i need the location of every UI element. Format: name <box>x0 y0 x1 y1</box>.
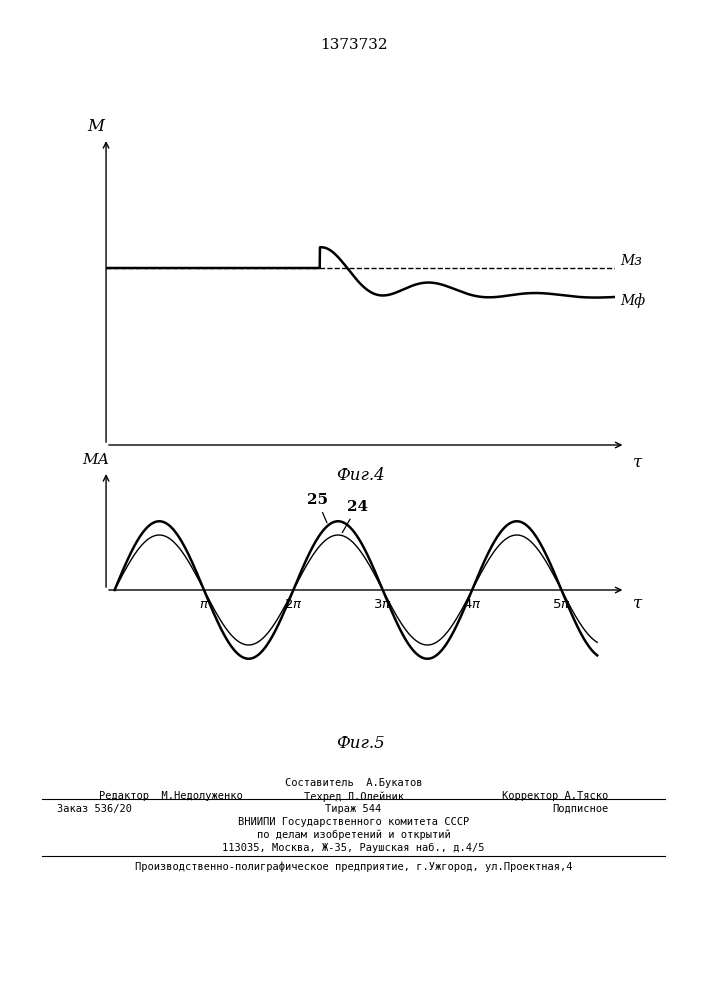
Text: 25: 25 <box>307 493 328 523</box>
Text: $3\pi$: $3\pi$ <box>373 598 392 611</box>
Text: ВНИИПИ Государственного комитета СССР: ВНИИПИ Государственного комитета СССР <box>238 817 469 827</box>
Text: τ: τ <box>633 594 642 611</box>
Text: по делам изобретений и открытий: по делам изобретений и открытий <box>257 830 450 840</box>
Text: Mз: Mз <box>620 254 642 268</box>
Text: 24: 24 <box>342 500 368 533</box>
Text: Тираж 544: Тираж 544 <box>325 804 382 814</box>
Text: $2\pi$: $2\pi$ <box>284 598 303 611</box>
Text: Составитель  А.Букатов: Составитель А.Букатов <box>285 778 422 788</box>
Text: Подписное: Подписное <box>551 804 608 814</box>
Text: Корректор А.Тяско: Корректор А.Тяско <box>502 791 608 801</box>
Text: $4\pi$: $4\pi$ <box>463 598 481 611</box>
Text: Фиг.4: Фиг.4 <box>337 467 385 484</box>
Text: M: M <box>88 118 105 135</box>
Text: MА: MА <box>82 453 110 467</box>
Text: Фиг.5: Фиг.5 <box>337 735 385 752</box>
Text: 1373732: 1373732 <box>320 38 387 52</box>
Text: Заказ 536/20: Заказ 536/20 <box>57 804 132 814</box>
Text: $5\pi$: $5\pi$ <box>552 598 571 611</box>
Text: Mф: Mф <box>620 293 645 308</box>
Text: $\pi$: $\pi$ <box>199 598 209 611</box>
Text: Производственно-полиграфическое предприятие, г.Ужгород, ул.Проектная,4: Производственно-полиграфическое предприя… <box>135 861 572 872</box>
Text: Техред Л.Олейник: Техред Л.Олейник <box>303 791 404 802</box>
Text: Редактор  М.Недолуженко: Редактор М.Недолуженко <box>99 791 243 801</box>
Text: 113035, Москва, Ж-35, Раушская наб., д.4/5: 113035, Москва, Ж-35, Раушская наб., д.4… <box>222 843 485 853</box>
Text: τ: τ <box>633 454 642 471</box>
